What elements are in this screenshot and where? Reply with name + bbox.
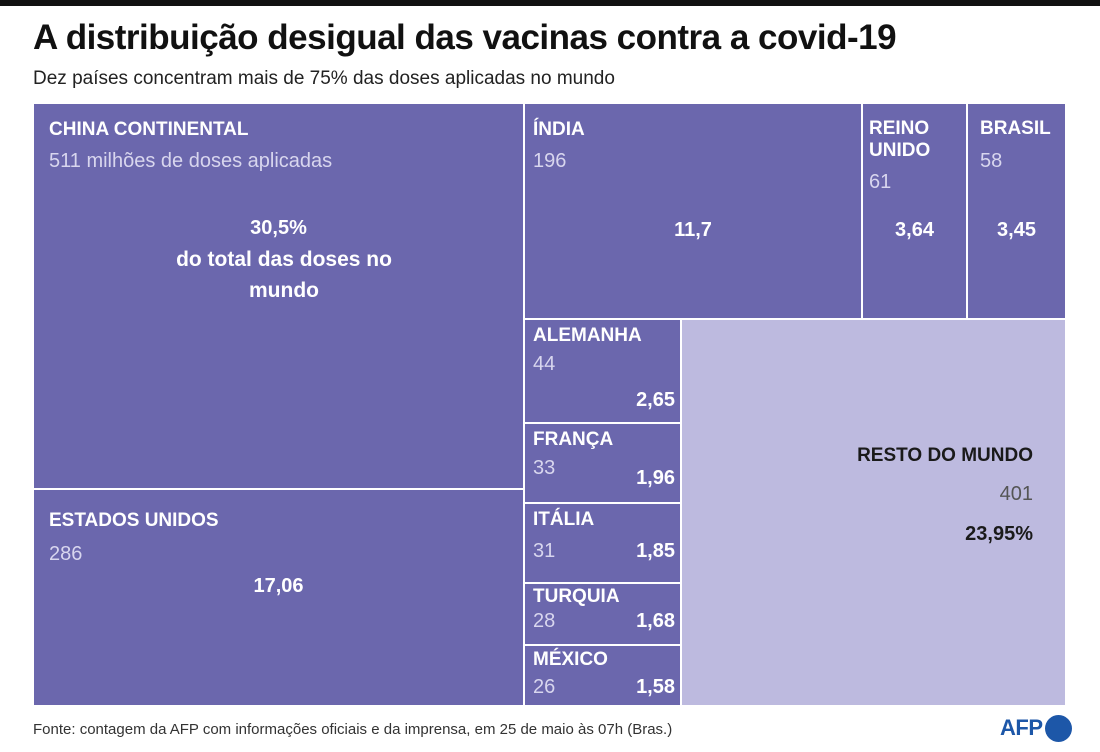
cell-doses-alemanha: 44 bbox=[533, 353, 556, 375]
treemap-cell-turquia: TURQUIA 28 1,68 bbox=[524, 583, 681, 645]
treemap-cell-resto-do-mundo: RESTO DO MUNDO 401 23,95% bbox=[681, 319, 1066, 706]
cell-label-brasil: BRASIL bbox=[980, 118, 1051, 139]
cell-doses-mexico: 26 bbox=[533, 676, 556, 698]
cell-percent-india: 11,7 bbox=[674, 219, 712, 241]
cell-doses-turquia: 28 bbox=[533, 610, 556, 632]
cell-doses-estados-unidos: 286 bbox=[49, 543, 83, 565]
cell-label-china-continental: CHINA CONTINENTAL bbox=[49, 119, 249, 140]
afp-logo: AFP bbox=[1000, 713, 1072, 743]
cell-percent-reino-unido: 3,64 bbox=[895, 219, 934, 241]
cell-doses-resto-do-mundo: 401 bbox=[999, 483, 1033, 505]
source-note: Fonte: contagem da AFP com informações o… bbox=[33, 721, 673, 738]
afp-logo-dot-icon bbox=[1044, 714, 1072, 742]
cell-label-resto-do-mundo: RESTO DO MUNDO bbox=[857, 445, 1033, 466]
cell-percent-franca: 1,96 bbox=[636, 467, 675, 489]
cell-doses-italia: 31 bbox=[533, 540, 556, 562]
cell-doses-china-continental: 511 milhões de doses aplicadas bbox=[49, 150, 333, 172]
cell-doses-franca: 33 bbox=[533, 457, 556, 479]
cell-label-italia: ITÁLIA bbox=[533, 509, 595, 530]
treemap-cell-india: ÍNDIA 196 11,7 bbox=[524, 103, 862, 319]
cell-label-mexico: MÉXICO bbox=[533, 649, 608, 670]
treemap-chart: CHINA CONTINENTAL 511 milhões de doses ap… bbox=[33, 103, 1066, 706]
treemap-cell-brasil: BRASIL 58 3,45 bbox=[967, 103, 1066, 319]
cell-percent-china-continental: 30,5% bbox=[250, 217, 307, 239]
treemap-cell-alemanha: ALEMANHA 44 2,65 bbox=[524, 319, 681, 423]
treemap-cell-italia: ITÁLIA 31 1,85 bbox=[524, 503, 681, 583]
treemap-cell-reino-unido: REINO UNIDO 61 3,64 bbox=[862, 103, 967, 319]
treemap-cell-estados-unidos: ESTADOS UNIDOS 286 17,06 bbox=[33, 489, 524, 706]
cell-doses-brasil: 58 bbox=[980, 150, 1003, 172]
cell-label-reino-unido: REINO UNIDO bbox=[869, 118, 931, 161]
cell-label-turquia: TURQUIA bbox=[533, 586, 620, 607]
cell-percent-resto-do-mundo: 23,95% bbox=[965, 523, 1033, 545]
cell-note-china-continental: do total das doses no mundo bbox=[176, 248, 392, 302]
cell-label-estados-unidos: ESTADOS UNIDOS bbox=[49, 510, 219, 531]
cell-label-alemanha: ALEMANHA bbox=[533, 325, 642, 346]
cell-label-franca: FRANÇA bbox=[533, 429, 614, 450]
cell-percent-alemanha: 2,65 bbox=[636, 389, 675, 411]
treemap-cell-mexico: MÉXICO 26 1,58 bbox=[524, 645, 681, 706]
cell-percent-turquia: 1,68 bbox=[636, 610, 675, 632]
chart-subtitle: Dez países concentram mais de 75% das do… bbox=[33, 68, 615, 89]
top-rule bbox=[0, 0, 1100, 6]
cell-percent-brasil: 3,45 bbox=[997, 219, 1036, 241]
treemap-cell-franca: FRANÇA 33 1,96 bbox=[524, 423, 681, 503]
cell-doses-india: 196 bbox=[533, 150, 567, 172]
cell-label-india: ÍNDIA bbox=[533, 119, 585, 140]
afp-logo-text: AFP bbox=[1000, 715, 1043, 740]
cell-percent-mexico: 1,58 bbox=[636, 676, 675, 698]
treemap-cell-china-continental: CHINA CONTINENTAL 511 milhões de doses ap… bbox=[33, 103, 524, 489]
chart-title: A distribuição desigual das vacinas cont… bbox=[33, 18, 897, 57]
cell-percent-estados-unidos: 17,06 bbox=[253, 575, 304, 597]
cell-percent-italia: 1,85 bbox=[636, 540, 675, 562]
cell-doses-reino-unido: 61 bbox=[869, 171, 892, 193]
